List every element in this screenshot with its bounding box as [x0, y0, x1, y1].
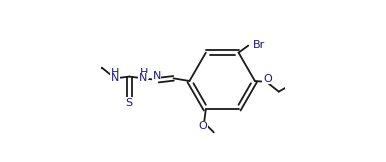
Text: O: O	[263, 74, 272, 84]
Text: N: N	[152, 70, 161, 81]
Text: S: S	[126, 98, 133, 108]
Text: H: H	[111, 68, 120, 78]
Text: Br: Br	[253, 40, 265, 50]
Text: N: N	[110, 73, 119, 83]
Text: O: O	[199, 121, 208, 131]
Text: H: H	[140, 68, 148, 78]
Text: N: N	[139, 73, 147, 83]
